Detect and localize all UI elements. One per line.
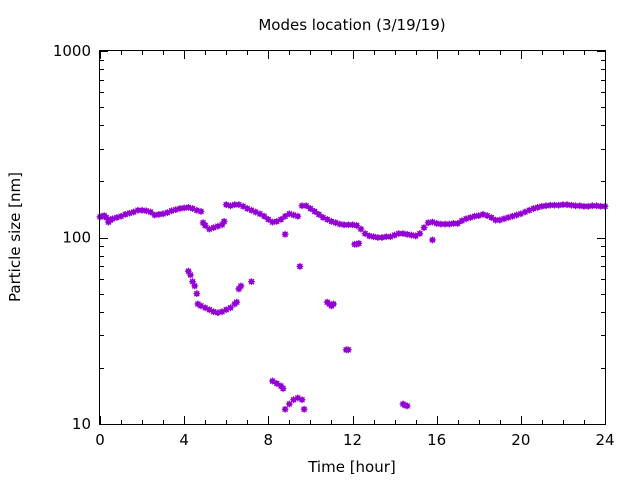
data-point bbox=[416, 230, 424, 237]
data-point bbox=[420, 224, 428, 232]
x-tick-label: 12 bbox=[343, 431, 362, 449]
x-tick-label: 20 bbox=[511, 431, 530, 449]
data-point bbox=[155, 211, 163, 218]
data-point bbox=[117, 212, 125, 220]
data-point bbox=[191, 282, 199, 290]
data-point bbox=[197, 208, 205, 215]
data-point bbox=[340, 221, 348, 229]
y-tick-label: 1000 bbox=[53, 42, 91, 60]
data-point bbox=[260, 212, 268, 220]
data-point bbox=[256, 210, 264, 218]
data-point bbox=[176, 205, 184, 212]
y-axis-label: Particle size [nm] bbox=[6, 172, 24, 302]
data-point bbox=[382, 233, 390, 241]
data-point bbox=[492, 216, 499, 224]
y-tick-label: 10 bbox=[72, 415, 91, 433]
y-tick-label: 100 bbox=[62, 229, 91, 247]
data-point bbox=[277, 216, 285, 223]
data-point bbox=[294, 394, 302, 402]
plot-frame bbox=[99, 50, 606, 425]
data-point bbox=[279, 385, 287, 392]
data-point bbox=[395, 230, 403, 237]
data-point bbox=[307, 205, 314, 212]
data-point bbox=[355, 239, 363, 247]
data-point bbox=[264, 216, 272, 223]
x-tick-label: 0 bbox=[95, 431, 105, 449]
data-point bbox=[361, 230, 369, 237]
data-point bbox=[121, 211, 129, 218]
data-point bbox=[424, 219, 432, 227]
data-point bbox=[450, 220, 457, 227]
data-point bbox=[248, 278, 255, 286]
data-point bbox=[273, 380, 281, 387]
x-tick-label: 4 bbox=[179, 431, 189, 449]
data-point bbox=[311, 208, 319, 215]
data-point bbox=[412, 232, 420, 240]
data-point bbox=[187, 271, 194, 279]
data-point bbox=[315, 211, 323, 218]
data-point bbox=[572, 202, 579, 210]
data-point bbox=[298, 396, 306, 404]
data-point bbox=[588, 202, 596, 210]
data-point bbox=[269, 377, 276, 385]
data-point bbox=[551, 201, 558, 209]
x-tick-label: 16 bbox=[427, 431, 446, 449]
data-point bbox=[138, 206, 146, 214]
data-point bbox=[285, 400, 293, 408]
data-point bbox=[429, 236, 436, 244]
data-points bbox=[96, 201, 609, 413]
axis-ticks: 0 4 8 12 16 20 24 10 100 1000 bbox=[53, 42, 615, 449]
data-point bbox=[330, 300, 337, 308]
data-point bbox=[296, 262, 304, 270]
data-point bbox=[403, 230, 411, 238]
data-point bbox=[233, 298, 241, 306]
data-point bbox=[559, 201, 567, 209]
data-point bbox=[294, 212, 302, 220]
chart-title: Modes location (3/19/19) bbox=[258, 16, 445, 34]
data-point bbox=[281, 230, 289, 238]
x-tick-label: 24 bbox=[595, 431, 614, 449]
data-point bbox=[357, 225, 365, 233]
data-point bbox=[147, 208, 154, 216]
data-point bbox=[344, 346, 352, 354]
data-point bbox=[193, 290, 201, 298]
data-point bbox=[231, 201, 239, 209]
data-point bbox=[281, 405, 289, 413]
data-point bbox=[300, 405, 308, 413]
data-point bbox=[454, 220, 462, 227]
data-point bbox=[237, 282, 245, 290]
data-point bbox=[220, 217, 228, 225]
x-axis-label: Time [hour] bbox=[307, 458, 396, 476]
data-point bbox=[403, 402, 411, 410]
x-tick-label: 8 bbox=[264, 431, 274, 449]
